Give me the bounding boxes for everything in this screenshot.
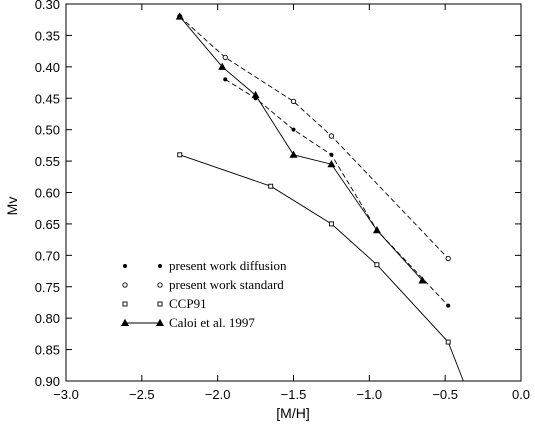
data-point <box>329 152 334 157</box>
legend-marker <box>121 318 129 326</box>
data-point <box>218 62 227 70</box>
data-point <box>289 150 298 158</box>
data-point <box>223 77 228 82</box>
x-tick-label: −1.0 <box>356 387 382 402</box>
x-tick-label: −2.5 <box>129 387 155 402</box>
data-point <box>290 98 297 105</box>
legend-label: present work diffusion <box>169 258 287 273</box>
legend-marker <box>156 318 164 326</box>
y-tick-label: 0.30 <box>35 0 60 12</box>
x-tick-label: −0.5 <box>432 387 458 402</box>
y-tick-label: 0.65 <box>35 217 60 232</box>
x-tick-label: −2.0 <box>205 387 231 402</box>
series-1 <box>177 13 451 262</box>
legend-marker <box>122 282 128 288</box>
series-layer <box>175 12 464 382</box>
legend-marker <box>157 301 163 307</box>
plot-frame <box>65 3 522 382</box>
data-point <box>446 303 451 308</box>
data-point <box>445 339 451 345</box>
series-3 <box>175 12 427 284</box>
legend-item: Caloi et al. 1997 <box>121 315 255 330</box>
y-tick-label: 0.55 <box>35 154 60 169</box>
data-point <box>222 54 228 61</box>
legend-label: Caloi et al. 1997 <box>169 315 255 330</box>
data-point <box>372 226 381 234</box>
legend-marker <box>157 282 163 288</box>
data-point <box>328 133 335 139</box>
legend-item: CCP91 <box>122 296 207 311</box>
y-tick-label: 0.90 <box>35 374 60 389</box>
legend-marker <box>158 264 162 268</box>
y-tick-label: 0.80 <box>35 311 60 326</box>
legend: present work diffusion present work stand… <box>121 258 287 330</box>
data-point <box>327 160 336 168</box>
y-tick-label: 0.40 <box>35 60 60 75</box>
data-point <box>328 221 334 227</box>
legend-item: present work standard <box>122 277 284 292</box>
y-tick-label: 0.35 <box>35 28 60 43</box>
series-line <box>179 16 449 259</box>
data-point <box>374 262 380 268</box>
series-line <box>179 16 423 281</box>
y-tick-label: 0.85 <box>35 343 60 358</box>
y-axis-title: Mv <box>4 197 20 216</box>
data-point <box>175 12 184 20</box>
y-tick-label: 0.60 <box>35 186 60 201</box>
series-line <box>179 154 464 382</box>
x-tick-label: −1.5 <box>281 387 307 402</box>
y-tick-label: 0.50 <box>35 123 60 138</box>
x-tick-label: 0.0 <box>512 387 530 402</box>
legend-label: present work standard <box>169 277 284 292</box>
legend-item: present work diffusion <box>123 258 287 273</box>
x-axis-title: [M/H] <box>276 405 309 421</box>
data-point <box>418 276 427 284</box>
data-point <box>445 255 451 262</box>
y-tick-label: 0.45 <box>35 91 60 106</box>
legend-label: CCP91 <box>169 296 207 311</box>
series-2 <box>177 152 464 382</box>
axes: −3.0 −2.5 −2.0 −1.5 −1.0 −0.5 0.0 0.30 0.35 0.40 0… <box>35 0 530 402</box>
data-point <box>291 127 296 132</box>
legend-marker <box>122 301 128 307</box>
x-tick-label: −3.0 <box>53 387 79 402</box>
data-point <box>268 183 274 189</box>
data-point <box>251 90 260 99</box>
y-tick-label: 0.75 <box>35 280 60 295</box>
y-tick-label: 0.70 <box>35 248 60 263</box>
data-point <box>177 152 183 158</box>
legend-marker <box>123 264 127 268</box>
